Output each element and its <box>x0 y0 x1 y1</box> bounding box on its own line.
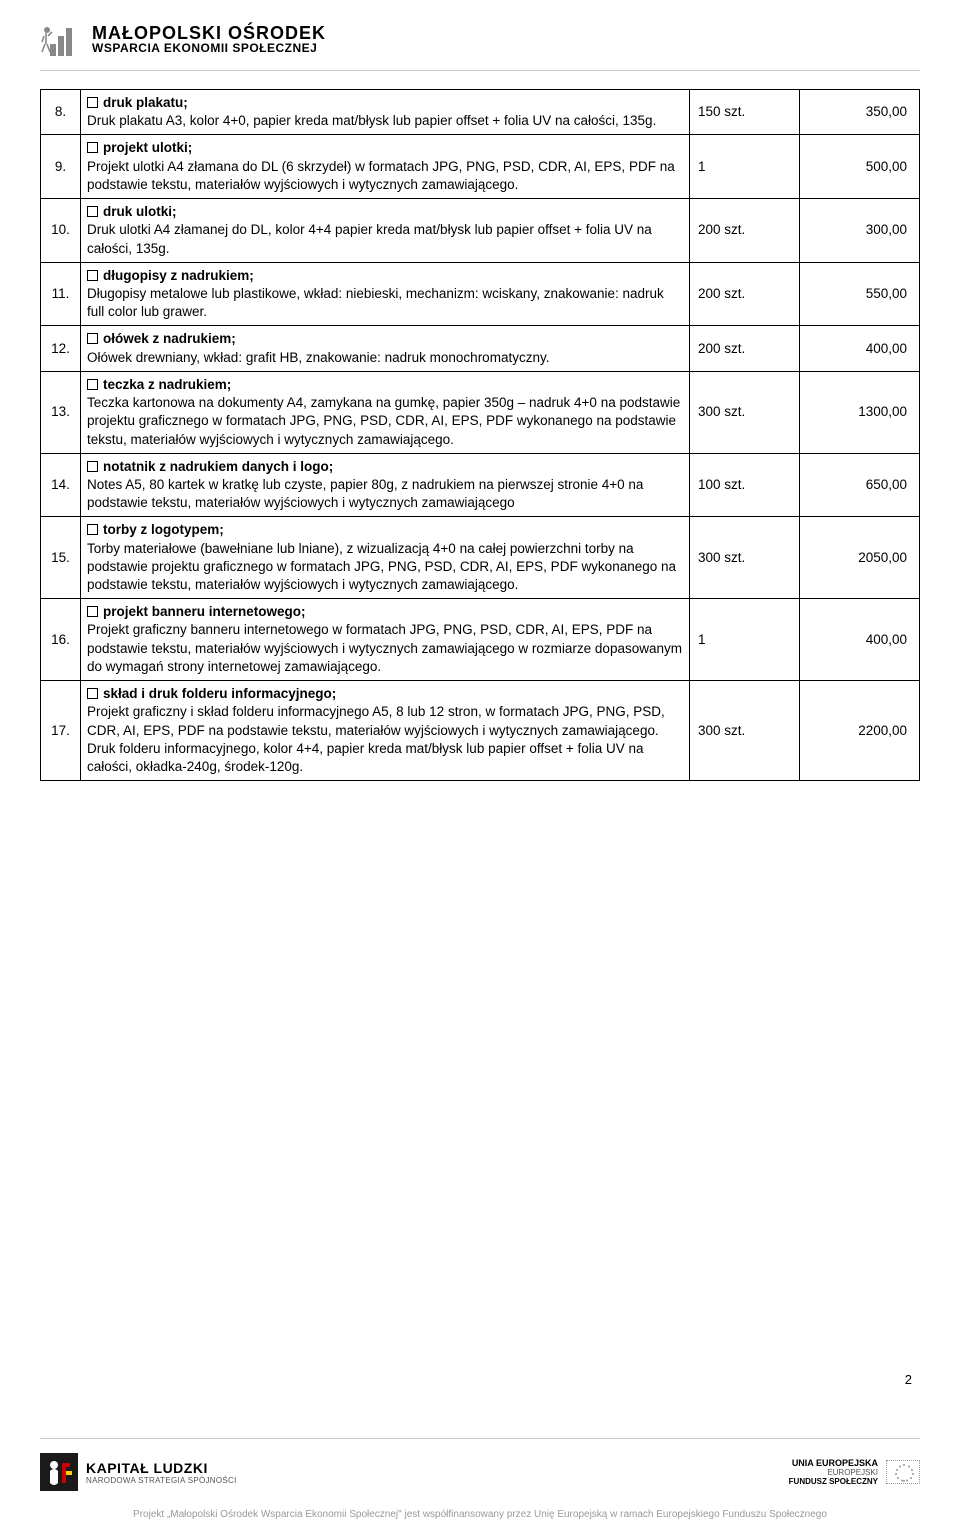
row-number: 16. <box>41 599 81 681</box>
checkbox-icon <box>87 97 98 108</box>
row-title: skład i druk folderu informacyjnego; <box>103 686 336 701</box>
table-row: 9. projekt ulotki; Projekt ulotki A4 złama… <box>41 135 920 199</box>
row-desc-line: Teczka kartonowa na dokumenty A4, zamyka… <box>87 394 683 449</box>
row-price: 1300,00 <box>800 371 920 453</box>
row-description: notatnik z nadrukiem danych i logo; Notes… <box>81 453 690 517</box>
eu-flag-icon <box>886 1460 920 1484</box>
row-quantity: 300 szt. <box>690 681 800 781</box>
page-number: 2 <box>905 1372 912 1387</box>
row-quantity: 200 szt. <box>690 199 800 263</box>
checkbox-icon <box>87 606 98 617</box>
checkbox-icon <box>87 379 98 390</box>
row-title: projekt banneru internetowego; <box>103 604 306 619</box>
row-price: 300,00 <box>800 199 920 263</box>
row-desc-line: Torby materiałowe (bawełniane lub lniane… <box>87 540 683 595</box>
row-quantity: 300 szt. <box>690 371 800 453</box>
row-description: torby z logotypem; Torby materiałowe (baw… <box>81 517 690 599</box>
row-desc-line: Projekt graficzny i skład folderu inform… <box>87 703 683 739</box>
row-description: długopisy z nadrukiem; Długopisy metalowe… <box>81 262 690 326</box>
row-title: druk ulotki; <box>103 204 177 219</box>
row-description: teczka z nadrukiem; Teczka kartonowa na d… <box>81 371 690 453</box>
row-desc-line: Druk folderu informacyjnego, kolor 4+4, … <box>87 740 683 776</box>
row-quantity: 1 <box>690 599 800 681</box>
table-row: 15. torby z logotypem; Torby materiałowe (… <box>41 517 920 599</box>
row-number: 15. <box>41 517 81 599</box>
page-footer: KAPITAŁ LUDZKI NARODOWA STRATEGIA SPÓJNO… <box>0 1438 960 1540</box>
table-row: 16. projekt banneru internetowego; Projekt… <box>41 599 920 681</box>
checkbox-icon <box>87 206 98 217</box>
row-number: 8. <box>41 90 81 135</box>
checkbox-icon <box>87 524 98 535</box>
page-header: MAŁOPOLSKI OŚRODEK WSPARCIA EKONOMII SPO… <box>0 0 960 66</box>
row-quantity: 1 <box>690 135 800 199</box>
row-quantity: 100 szt. <box>690 453 800 517</box>
row-price: 350,00 <box>800 90 920 135</box>
checkbox-icon <box>87 142 98 153</box>
row-number: 9. <box>41 135 81 199</box>
row-price: 400,00 <box>800 326 920 371</box>
table-row: 13. teczka z nadrukiem; Teczka kartonowa n… <box>41 371 920 453</box>
table-row: 8. druk plakatu; Druk plakatu A3, kolor 4+… <box>41 90 920 135</box>
kapital-ludzki-icon <box>40 1453 78 1491</box>
header-title-line2: WSPARCIA EKONOMII SPOŁECZNEJ <box>92 42 326 54</box>
row-title: teczka z nadrukiem; <box>103 377 231 392</box>
row-price: 550,00 <box>800 262 920 326</box>
checkbox-icon <box>87 688 98 699</box>
row-quantity: 150 szt. <box>690 90 800 135</box>
row-price: 650,00 <box>800 453 920 517</box>
items-table: 8. druk plakatu; Druk plakatu A3, kolor 4+… <box>40 89 920 781</box>
row-number: 13. <box>41 371 81 453</box>
row-title: długopisy z nadrukiem; <box>103 268 254 283</box>
footer-divider <box>40 1438 920 1439</box>
checkbox-icon <box>87 333 98 344</box>
footer-note: Projekt „Małopolski Ośrodek Wsparcia Eko… <box>40 1509 920 1520</box>
table-row: 11. długopisy z nadrukiem; Długopisy metal… <box>41 262 920 326</box>
row-title: druk plakatu; <box>103 95 188 110</box>
row-quantity: 300 szt. <box>690 517 800 599</box>
row-description: druk ulotki; Druk ulotki A4 złamanej do D… <box>81 199 690 263</box>
row-number: 11. <box>41 262 81 326</box>
kl-subtitle: NARODOWA STRATEGIA SPÓJNOŚCI <box>86 1476 237 1485</box>
eu-line3: FUNDUSZ SPOŁECZNY <box>789 1477 878 1486</box>
row-description: projekt banneru internetowego; Projekt gr… <box>81 599 690 681</box>
row-desc-line: Ołówek drewniany, wkład: grafit HB, znak… <box>87 349 683 367</box>
row-price: 500,00 <box>800 135 920 199</box>
eu-title: UNIA EUROPEJSKA <box>789 1458 878 1468</box>
table-row: 12. ołówek z nadrukiem; Ołówek drewniany, … <box>41 326 920 371</box>
checkbox-icon <box>87 270 98 281</box>
row-quantity: 200 szt. <box>690 326 800 371</box>
row-desc-line: Notes A5, 80 kartek w kratkę lub czyste,… <box>87 476 683 512</box>
table-row: 10. druk ulotki; Druk ulotki A4 złamanej d… <box>41 199 920 263</box>
row-title: notatnik z nadrukiem danych i logo; <box>103 459 333 474</box>
table-row: 17. skład i druk folderu informacyjnego; P… <box>41 681 920 781</box>
row-description: projekt ulotki; Projekt ulotki A4 złamana… <box>81 135 690 199</box>
header-title-line1: MAŁOPOLSKI OŚRODEK <box>92 24 326 42</box>
row-number: 14. <box>41 453 81 517</box>
row-description: skład i druk folderu informacyjnego; Proj… <box>81 681 690 781</box>
table-row: 14. notatnik z nadrukiem danych i logo; No… <box>41 453 920 517</box>
row-price: 400,00 <box>800 599 920 681</box>
row-price: 2050,00 <box>800 517 920 599</box>
row-desc-line: Projekt graficzny banneru internetowego … <box>87 621 683 676</box>
logo-icon <box>40 18 82 60</box>
eu-line2: EUROPEJSKI <box>789 1468 878 1477</box>
row-description: druk plakatu; Druk plakatu A3, kolor 4+0,… <box>81 90 690 135</box>
checkbox-icon <box>87 461 98 472</box>
kl-title: KAPITAŁ LUDZKI <box>86 1460 237 1476</box>
row-number: 12. <box>41 326 81 371</box>
row-price: 2200,00 <box>800 681 920 781</box>
row-title: torby z logotypem; <box>103 522 224 537</box>
row-number: 10. <box>41 199 81 263</box>
row-title: projekt ulotki; <box>103 140 192 155</box>
row-quantity: 200 szt. <box>690 262 800 326</box>
row-desc-line: Długopisy metalowe lub plastikowe, wkład… <box>87 285 683 321</box>
row-description: ołówek z nadrukiem; Ołówek drewniany, wkł… <box>81 326 690 371</box>
row-desc-line: Projekt ulotki A4 złamana do DL (6 skrzy… <box>87 158 683 194</box>
row-title: ołówek z nadrukiem; <box>103 331 236 346</box>
row-desc-line: Druk ulotki A4 złamanej do DL, kolor 4+4… <box>87 221 683 257</box>
row-desc-line: Druk plakatu A3, kolor 4+0, papier kreda… <box>87 112 683 130</box>
row-number: 17. <box>41 681 81 781</box>
